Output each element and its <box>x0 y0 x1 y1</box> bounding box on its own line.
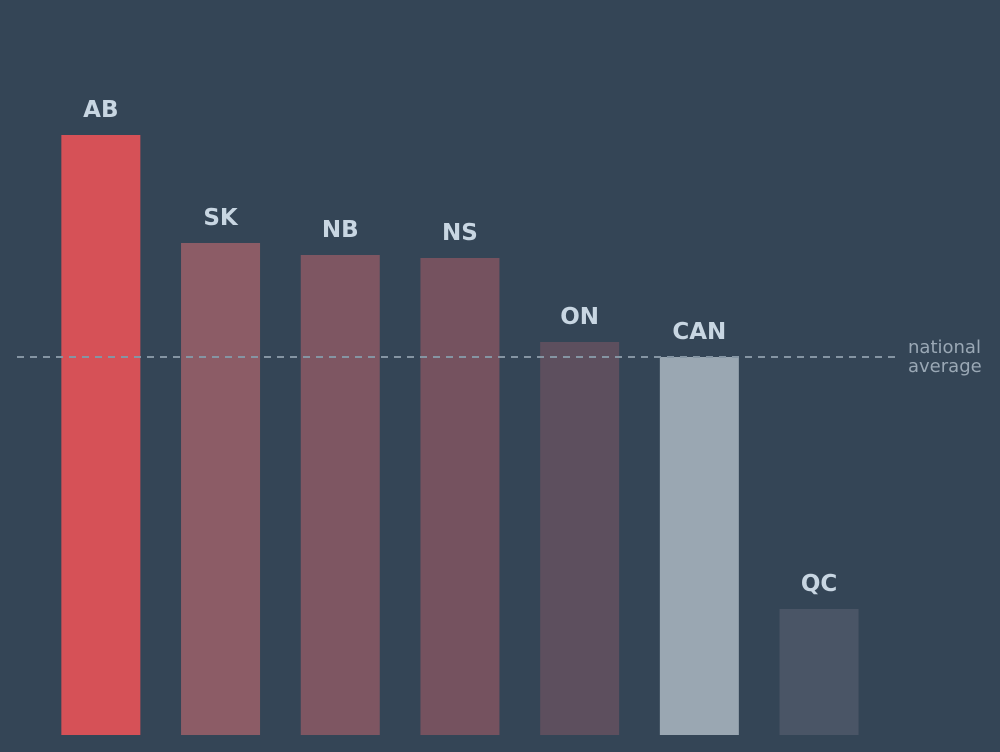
bar-label: ON <box>560 304 599 330</box>
bar-label: NB <box>322 217 359 243</box>
bar-label: SK <box>203 205 239 231</box>
bar <box>779 609 859 735</box>
bar-label: QC <box>801 571 837 597</box>
bar <box>300 255 380 735</box>
bar-label: CAN <box>672 319 726 345</box>
reference-label: national <box>908 337 981 358</box>
bar <box>181 243 261 735</box>
bar <box>420 258 500 735</box>
bar <box>659 357 739 735</box>
bar-label: NS <box>442 220 478 246</box>
bar-label: AB <box>83 97 118 123</box>
reference-label: average <box>908 356 982 377</box>
bar <box>61 135 141 735</box>
bar <box>540 342 620 735</box>
